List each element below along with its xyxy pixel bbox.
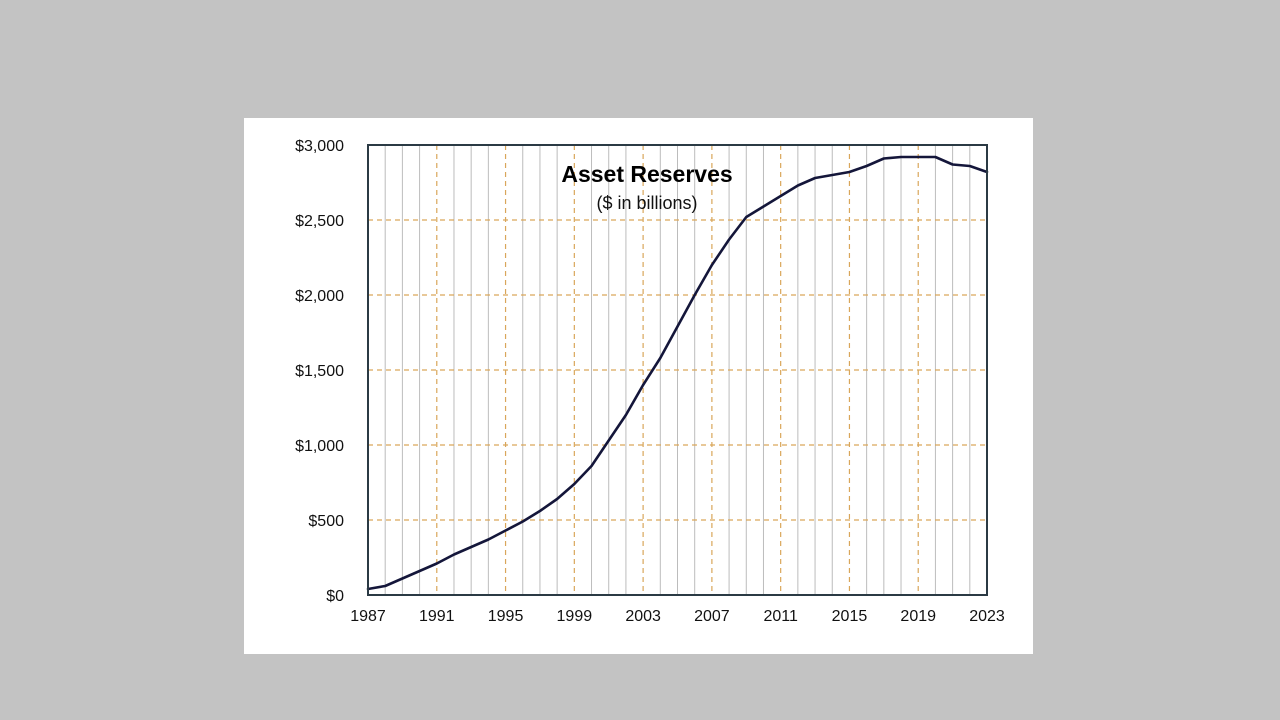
x-tick-label: 2023 <box>969 608 1005 625</box>
y-tick-label: $3,000 <box>295 138 344 155</box>
y-axis-tick-labels: $0 $500 $1,000 $1,500 $2,000 $2,500 $3,000 <box>295 138 344 605</box>
major-gridlines <box>368 145 987 595</box>
y-tick-label: $2,000 <box>295 288 344 305</box>
x-tick-label: 2003 <box>625 608 661 625</box>
x-tick-label: 2019 <box>900 608 936 625</box>
series-layer <box>366 155 989 591</box>
y-tick-label: $1,000 <box>295 438 344 455</box>
y-tick-label: $500 <box>308 513 344 530</box>
x-tick-label: 1999 <box>557 608 593 625</box>
y-tick-label: $1,500 <box>295 363 344 380</box>
chart-subtitle: ($ in billions) <box>596 193 697 213</box>
x-tick-label: 2011 <box>763 608 798 625</box>
chart-panel: $0 $500 $1,000 $1,500 $2,000 $2,500 $3,000 198… <box>244 118 1033 654</box>
chart-title: Asset Reserves <box>561 161 732 187</box>
y-tick-label: $0 <box>326 588 344 605</box>
plot-frame <box>367 144 988 596</box>
x-tick-label: 1991 <box>419 608 455 625</box>
x-tick-label: 2015 <box>832 608 868 625</box>
x-tick-label: 1995 <box>488 608 524 625</box>
x-tick-label: 2007 <box>694 608 730 625</box>
y-tick-label: $2,500 <box>295 213 344 230</box>
x-axis-tick-labels: 1987 1991 1995 1999 2003 2007 2011 2015 2019 2023 <box>350 608 1005 625</box>
x-tick-label: 1987 <box>350 608 386 625</box>
line-chart: $0 $500 $1,000 $1,500 $2,000 $2,500 $3,000 198… <box>295 138 1005 625</box>
series-line <box>366 155 989 591</box>
